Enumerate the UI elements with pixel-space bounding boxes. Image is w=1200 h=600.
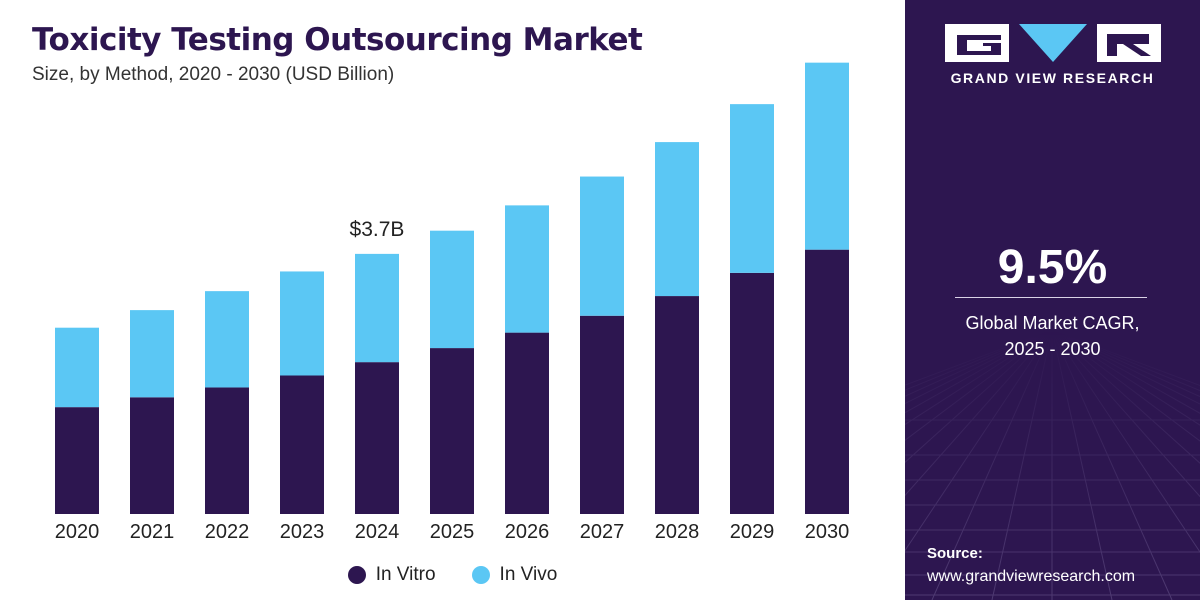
bars-layer [55,62,849,515]
bar-in-vitro-2027 [580,315,624,514]
bar-in-vitro-2028 [655,296,699,514]
source-url: www.grandviewresearch.com [927,568,1136,585]
bar-in-vitro-2026 [505,332,549,514]
x-tick-2021: 2021 [130,521,175,543]
gvr-logo [945,24,1161,62]
data-labels: $3.7B [350,218,405,241]
legend-item-in-vivo: In Vivo [471,564,558,586]
x-tick-2023: 2023 [280,521,325,543]
legend-swatch-in-vitro [347,566,366,584]
x-tick-2030: 2030 [805,521,850,543]
cagr-value: 9.5% [997,241,1108,294]
bar-in-vitro-2024 [355,362,399,514]
side-panel: GRAND VIEW RESEARCH 9.5% Global Market C… [905,0,1200,600]
x-tick-2022: 2022 [205,521,250,543]
x-tick-2025: 2025 [430,521,475,543]
bar-in-vitro-2021 [130,397,174,514]
bar-in-vitro-2020 [55,407,99,514]
bar-in-vivo-2030 [805,62,849,250]
panel-background-grid [905,329,1200,600]
bar-in-vivo-2024 [355,253,399,363]
data-label-2024: $3.7B [350,218,405,241]
x-tick-2024: 2024 [355,521,400,543]
x-tick-2020: 2020 [55,521,100,543]
chart-subtitle: Size, by Method, 2020 - 2030 (USD Billio… [32,64,395,85]
bar-in-vitro-2022 [205,387,249,514]
x-tick-2029: 2029 [730,521,775,543]
bar-in-vitro-2025 [430,348,474,514]
bar-in-vivo-2021 [130,310,174,398]
bar-in-vivo-2025 [430,230,474,349]
cagr-label-line2: 2025 - 2030 [1004,339,1101,359]
source-label: Source: [927,545,983,562]
cagr-label-line1: Global Market CAGR, [965,313,1140,333]
legend-swatch-in-vivo [471,566,490,584]
bar-in-vitro-2030 [805,249,849,515]
x-tick-2026: 2026 [505,521,550,543]
bar-in-vivo-2023 [280,271,324,376]
chart-title: Toxicity Testing Outsourcing Market [32,22,643,58]
bar-in-vivo-2028 [655,142,699,297]
legend-label-in-vivo: In Vivo [499,564,558,585]
bar-in-vivo-2026 [505,205,549,333]
bar-in-vitro-2029 [730,272,774,514]
brand-name: GRAND VIEW RESEARCH [950,70,1155,86]
bar-in-vivo-2022 [205,291,249,388]
legend-label-in-vitro: In Vitro [375,564,436,585]
x-tick-2028: 2028 [655,521,700,543]
cagr-label: Global Market CAGR, 2025 - 2030 [905,310,1200,362]
bar-in-vitro-2023 [280,375,324,514]
legend-item-in-vitro: In Vitro [347,564,436,586]
bar-in-vivo-2027 [580,176,624,316]
x-tick-2027: 2027 [580,521,625,543]
cagr-divider [955,297,1147,298]
bar-chart: 2020 2021 2022 2023 2024 2025 2026 2027 2028 2029… [55,62,850,543]
x-axis-ticks: 2020 2021 2022 2023 2024 2025 2026 2027 2028 2029… [55,521,850,543]
legend: In Vitro In Vivo [0,564,905,586]
bar-in-vivo-2029 [730,104,774,273]
bar-in-vivo-2020 [55,327,99,408]
